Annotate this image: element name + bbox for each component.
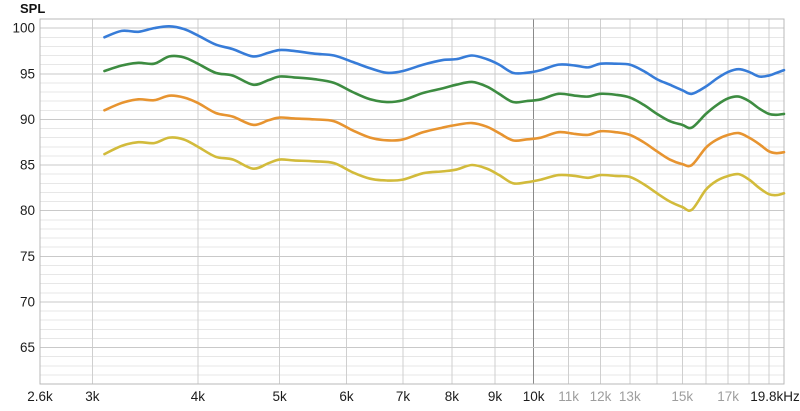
x-tick-label: 8k (445, 389, 460, 404)
y-axis-title: SPL (20, 1, 46, 16)
y-tick-label: 75 (20, 249, 35, 264)
y-tick-label: 85 (20, 158, 35, 173)
y-tick-label: 100 (12, 21, 35, 36)
y-tick-label: 95 (20, 66, 35, 81)
x-tick-label: 13k (619, 389, 641, 404)
y-tick-label: 65 (20, 340, 35, 355)
y-tick-label: 70 (20, 294, 35, 309)
plot-border (39, 18, 785, 385)
x-tick-label: 17k (717, 389, 739, 404)
curve-blue (103, 24, 786, 96)
x-tick-label: 11k (558, 389, 579, 404)
y-tick-label: 90 (20, 112, 35, 127)
x-tick-label: 12k (590, 389, 612, 404)
y-tick-label: 80 (20, 203, 35, 218)
x-tick-label: 19.8kHz (750, 389, 800, 404)
x-tick-label: 4k (191, 389, 206, 404)
curve-yellow (103, 136, 786, 212)
curve-orange (103, 94, 786, 168)
x-tick-label: 15k (671, 389, 693, 404)
curve-green (103, 54, 786, 130)
x-tick-label: 7k (396, 389, 411, 404)
x-tick-label: 3k (85, 389, 100, 404)
x-tick-label: 10k (523, 389, 545, 404)
x-tick-label: 5k (273, 389, 288, 404)
x-tick-label: 6k (339, 389, 354, 404)
x-tick-label: 2.6k (27, 389, 53, 404)
x-tick-label: 9k (488, 389, 503, 404)
